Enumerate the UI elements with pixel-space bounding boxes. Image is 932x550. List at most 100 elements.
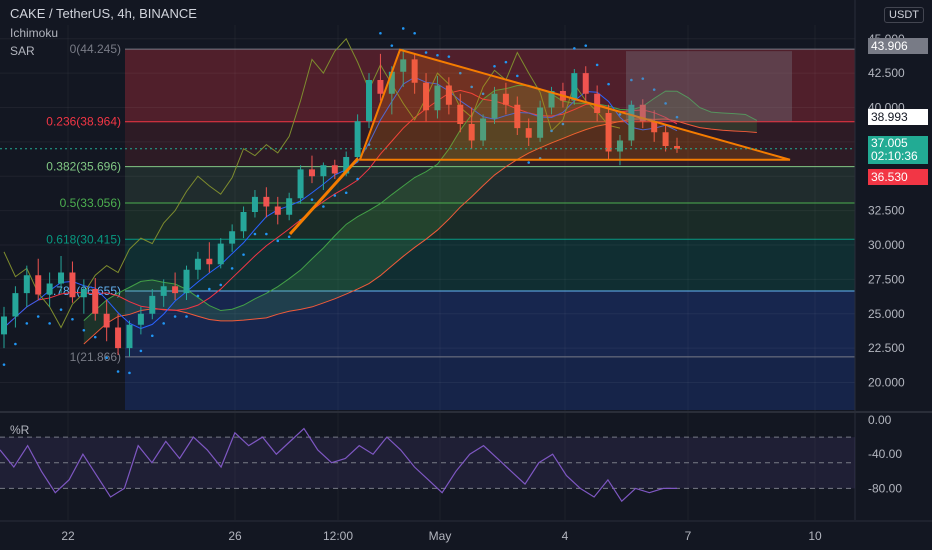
sar-dot bbox=[481, 92, 485, 96]
sar-dot bbox=[550, 129, 553, 133]
sar-dot bbox=[2, 363, 6, 366]
ichimoku-cloud bbox=[83, 85, 757, 345]
sar-dot bbox=[470, 85, 473, 89]
price-tick-label: 22.500 bbox=[868, 341, 905, 355]
fib-level-label: 0.618(30.415) bbox=[46, 232, 121, 246]
sar-dot bbox=[527, 161, 531, 164]
candle-body bbox=[251, 196, 258, 212]
candle-body bbox=[297, 169, 304, 199]
candle-body bbox=[126, 324, 133, 349]
candle-body bbox=[457, 104, 464, 124]
time-tick-label: May bbox=[429, 529, 452, 543]
sar-dot bbox=[333, 194, 337, 197]
fib-zone bbox=[125, 202, 855, 240]
candle-body bbox=[320, 165, 327, 177]
sar-dot bbox=[253, 232, 257, 236]
price-tick-label: 32.500 bbox=[868, 204, 905, 218]
sar-dot bbox=[607, 82, 610, 86]
sar-label[interactable]: SAR bbox=[10, 44, 35, 58]
sar-dot bbox=[652, 88, 656, 91]
fib-level-label: 1(21.866) bbox=[70, 350, 121, 364]
candle-body bbox=[35, 275, 42, 295]
ichimoku-conversion-line bbox=[3, 76, 678, 330]
sar-dot bbox=[14, 342, 17, 346]
sar-dot bbox=[493, 64, 496, 68]
sar-dot bbox=[458, 71, 462, 75]
sar-dot bbox=[504, 60, 508, 64]
sar-dot bbox=[208, 287, 211, 291]
fib-zone bbox=[125, 239, 855, 291]
candle-body bbox=[23, 275, 30, 294]
sar-dot bbox=[310, 198, 314, 201]
sar-dot bbox=[356, 177, 359, 181]
fib-zone bbox=[125, 49, 855, 122]
candle-body bbox=[58, 272, 65, 284]
last-price-value: 37.005 bbox=[871, 136, 908, 150]
price-tick-label: 27.500 bbox=[868, 272, 905, 286]
symbol-title: CAKE / TetherUS, 4h, BINANCE bbox=[10, 6, 197, 21]
candle-body bbox=[468, 124, 475, 141]
candle-body bbox=[229, 231, 236, 244]
candle-body bbox=[628, 104, 635, 141]
candle-body bbox=[616, 140, 623, 152]
triangle-pattern bbox=[358, 48, 791, 161]
candle-body bbox=[115, 327, 122, 349]
time-tick-label: 4 bbox=[562, 529, 569, 543]
sar-dot bbox=[162, 322, 165, 325]
currency-button[interactable]: USDT bbox=[884, 7, 924, 23]
candle-body bbox=[571, 73, 578, 101]
sar-dot bbox=[25, 322, 29, 325]
sar-dot bbox=[219, 283, 223, 287]
candle-body bbox=[274, 206, 281, 215]
candle-body bbox=[423, 82, 430, 111]
candle-body bbox=[217, 243, 224, 265]
fib-low-price-label: 36.530 bbox=[868, 169, 928, 185]
wr-label[interactable]: %R bbox=[10, 423, 30, 437]
candle-body bbox=[183, 269, 190, 294]
sar-dot bbox=[436, 53, 439, 57]
fib-zone bbox=[125, 290, 855, 357]
sar-dot bbox=[561, 122, 565, 126]
sar-dot bbox=[196, 294, 200, 298]
sar-dot bbox=[93, 335, 97, 339]
position-box bbox=[626, 51, 792, 122]
time-tick-label: 22 bbox=[61, 529, 75, 543]
candle-body bbox=[354, 121, 361, 157]
sar-dot bbox=[322, 205, 325, 208]
time-tick-label: 7 bbox=[685, 529, 692, 543]
wr-tick-label: -40.00 bbox=[868, 447, 902, 461]
candle-body bbox=[103, 313, 110, 328]
sar-dot bbox=[82, 328, 86, 332]
sar-dot bbox=[242, 253, 245, 256]
wr-tick-label: 0.00 bbox=[868, 413, 892, 427]
candle-body bbox=[69, 272, 76, 298]
ichimoku-label[interactable]: Ichimoku bbox=[10, 26, 59, 40]
fib-zone bbox=[125, 356, 855, 410]
sar-dot bbox=[675, 115, 679, 119]
candle-body bbox=[308, 169, 315, 177]
last-price-label: 37.005 02:10:36 bbox=[868, 136, 928, 164]
time-tick-label: 12:00 bbox=[323, 529, 353, 543]
wr-line bbox=[0, 427, 677, 503]
sar-dot bbox=[128, 371, 131, 375]
sar-dot bbox=[185, 315, 188, 318]
sar-dot bbox=[48, 322, 51, 325]
candle-body bbox=[639, 104, 646, 122]
candle-body bbox=[160, 286, 167, 296]
candle-body bbox=[651, 121, 658, 133]
sar-dot bbox=[173, 315, 177, 318]
price-tick-label: 25.000 bbox=[868, 307, 905, 321]
candle-body bbox=[263, 196, 270, 207]
candle-body bbox=[286, 198, 293, 215]
candle-body bbox=[331, 165, 338, 174]
candle-body bbox=[206, 258, 213, 265]
wr-tick-label: -80.00 bbox=[868, 481, 902, 495]
candle-body bbox=[80, 289, 87, 298]
candle-body bbox=[662, 132, 669, 146]
candle-body bbox=[172, 286, 179, 294]
sar-dot bbox=[379, 31, 382, 35]
bar-countdown: 02:10:36 bbox=[871, 149, 918, 163]
fib-level-label: 0.382(35.696) bbox=[46, 160, 121, 174]
candle-body bbox=[92, 289, 99, 314]
